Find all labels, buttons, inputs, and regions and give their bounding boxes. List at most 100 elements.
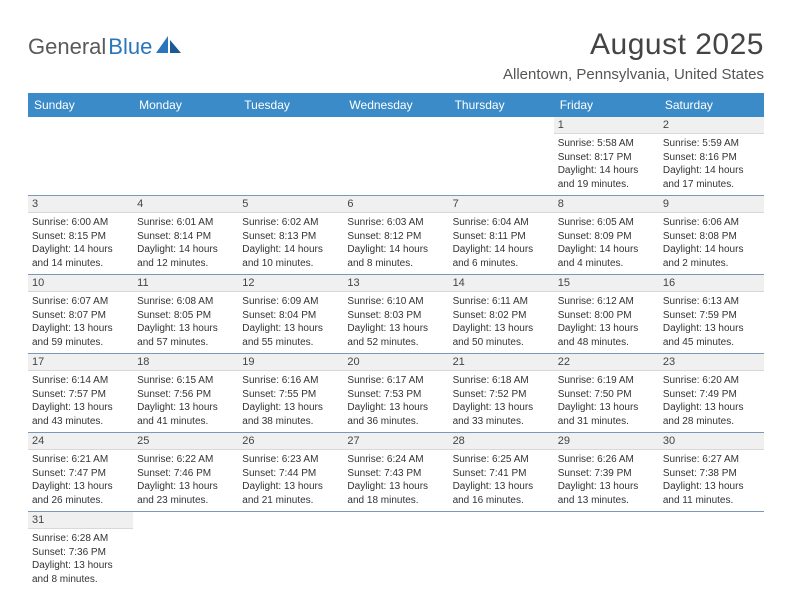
- sunrise-text: Sunrise: 6:04 AM: [453, 216, 550, 230]
- day-details: Sunrise: 6:03 AMSunset: 8:12 PMDaylight:…: [343, 213, 448, 274]
- sunset-text: Sunset: 7:56 PM: [137, 388, 234, 402]
- daylight-line-1: Daylight: 13 hours: [242, 322, 339, 336]
- day-number: 8: [554, 196, 659, 213]
- day-number: 11: [133, 275, 238, 292]
- day-details: Sunrise: 6:17 AMSunset: 7:53 PMDaylight:…: [343, 371, 448, 432]
- day-details: Sunrise: 6:10 AMSunset: 8:03 PMDaylight:…: [343, 292, 448, 353]
- day-header: Saturday: [659, 93, 764, 117]
- sunrise-text: Sunrise: 6:09 AM: [242, 295, 339, 309]
- sunset-text: Sunset: 7:47 PM: [32, 467, 129, 481]
- calendar-day-cell: 22Sunrise: 6:19 AMSunset: 7:50 PMDayligh…: [554, 354, 659, 433]
- calendar-week-row: 24Sunrise: 6:21 AMSunset: 7:47 PMDayligh…: [28, 433, 764, 512]
- daylight-line-2: and 45 minutes.: [663, 336, 760, 350]
- calendar-page: GeneralBlue August 2025 Allentown, Penns…: [0, 0, 792, 612]
- calendar-empty-cell: [449, 117, 554, 196]
- sunset-text: Sunset: 8:14 PM: [137, 230, 234, 244]
- calendar-empty-cell: [133, 117, 238, 196]
- daylight-line-2: and 11 minutes.: [663, 494, 760, 508]
- daylight-line-2: and 23 minutes.: [137, 494, 234, 508]
- day-number: 20: [343, 354, 448, 371]
- day-details: Sunrise: 6:22 AMSunset: 7:46 PMDaylight:…: [133, 450, 238, 511]
- daylight-line-2: and 4 minutes.: [558, 257, 655, 271]
- calendar-day-cell: 26Sunrise: 6:23 AMSunset: 7:44 PMDayligh…: [238, 433, 343, 512]
- calendar-table: SundayMondayTuesdayWednesdayThursdayFrid…: [28, 93, 764, 590]
- day-number: 15: [554, 275, 659, 292]
- calendar-week-row: 1Sunrise: 5:58 AMSunset: 8:17 PMDaylight…: [28, 117, 764, 196]
- daylight-line-2: and 13 minutes.: [558, 494, 655, 508]
- sunset-text: Sunset: 8:17 PM: [558, 151, 655, 165]
- sunset-text: Sunset: 8:08 PM: [663, 230, 760, 244]
- day-details: Sunrise: 6:23 AMSunset: 7:44 PMDaylight:…: [238, 450, 343, 511]
- daylight-line-1: Daylight: 13 hours: [453, 480, 550, 494]
- sunset-text: Sunset: 7:55 PM: [242, 388, 339, 402]
- day-details: Sunrise: 6:09 AMSunset: 8:04 PMDaylight:…: [238, 292, 343, 353]
- daylight-line-1: Daylight: 14 hours: [347, 243, 444, 257]
- sunset-text: Sunset: 7:39 PM: [558, 467, 655, 481]
- daylight-line-1: Daylight: 14 hours: [137, 243, 234, 257]
- sunrise-text: Sunrise: 6:19 AM: [558, 374, 655, 388]
- daylight-line-1: Daylight: 13 hours: [453, 401, 550, 415]
- sunrise-text: Sunrise: 6:07 AM: [32, 295, 129, 309]
- calendar-day-cell: 7Sunrise: 6:04 AMSunset: 8:11 PMDaylight…: [449, 196, 554, 275]
- day-header: Tuesday: [238, 93, 343, 117]
- day-header: Friday: [554, 93, 659, 117]
- day-header: Sunday: [28, 93, 133, 117]
- daylight-line-2: and 17 minutes.: [663, 178, 760, 192]
- daylight-line-2: and 28 minutes.: [663, 415, 760, 429]
- day-details: Sunrise: 6:19 AMSunset: 7:50 PMDaylight:…: [554, 371, 659, 432]
- sunrise-text: Sunrise: 6:18 AM: [453, 374, 550, 388]
- sunrise-text: Sunrise: 6:23 AM: [242, 453, 339, 467]
- calendar-day-cell: 23Sunrise: 6:20 AMSunset: 7:49 PMDayligh…: [659, 354, 764, 433]
- calendar-day-cell: 15Sunrise: 6:12 AMSunset: 8:00 PMDayligh…: [554, 275, 659, 354]
- day-details: Sunrise: 6:00 AMSunset: 8:15 PMDaylight:…: [28, 213, 133, 274]
- daylight-line-1: Daylight: 13 hours: [558, 322, 655, 336]
- calendar-day-cell: 16Sunrise: 6:13 AMSunset: 7:59 PMDayligh…: [659, 275, 764, 354]
- calendar-empty-cell: [343, 512, 448, 591]
- sunset-text: Sunset: 8:09 PM: [558, 230, 655, 244]
- day-number: 1: [554, 117, 659, 134]
- daylight-line-2: and 14 minutes.: [32, 257, 129, 271]
- sunset-text: Sunset: 8:03 PM: [347, 309, 444, 323]
- calendar-empty-cell: [449, 512, 554, 591]
- calendar-day-cell: 10Sunrise: 6:07 AMSunset: 8:07 PMDayligh…: [28, 275, 133, 354]
- daylight-line-2: and 38 minutes.: [242, 415, 339, 429]
- calendar-body: 1Sunrise: 5:58 AMSunset: 8:17 PMDaylight…: [28, 117, 764, 590]
- daylight-line-1: Daylight: 13 hours: [137, 480, 234, 494]
- daylight-line-2: and 31 minutes.: [558, 415, 655, 429]
- sunrise-text: Sunrise: 6:06 AM: [663, 216, 760, 230]
- calendar-day-cell: 30Sunrise: 6:27 AMSunset: 7:38 PMDayligh…: [659, 433, 764, 512]
- sunset-text: Sunset: 8:00 PM: [558, 309, 655, 323]
- day-number: 6: [343, 196, 448, 213]
- day-number: 13: [343, 275, 448, 292]
- daylight-line-1: Daylight: 13 hours: [347, 322, 444, 336]
- calendar-day-cell: 3Sunrise: 6:00 AMSunset: 8:15 PMDaylight…: [28, 196, 133, 275]
- brand-logo: GeneralBlue: [28, 34, 182, 60]
- daylight-line-2: and 48 minutes.: [558, 336, 655, 350]
- day-details: Sunrise: 6:08 AMSunset: 8:05 PMDaylight:…: [133, 292, 238, 353]
- calendar-empty-cell: [133, 512, 238, 591]
- sunset-text: Sunset: 8:07 PM: [32, 309, 129, 323]
- day-number: 4: [133, 196, 238, 213]
- day-header: Wednesday: [343, 93, 448, 117]
- sunset-text: Sunset: 7:38 PM: [663, 467, 760, 481]
- daylight-line-1: Daylight: 13 hours: [137, 401, 234, 415]
- sunset-text: Sunset: 8:04 PM: [242, 309, 339, 323]
- day-details: Sunrise: 6:01 AMSunset: 8:14 PMDaylight:…: [133, 213, 238, 274]
- day-details: Sunrise: 5:58 AMSunset: 8:17 PMDaylight:…: [554, 134, 659, 195]
- day-details: Sunrise: 6:06 AMSunset: 8:08 PMDaylight:…: [659, 213, 764, 274]
- calendar-header-row: SundayMondayTuesdayWednesdayThursdayFrid…: [28, 93, 764, 117]
- day-details: Sunrise: 6:05 AMSunset: 8:09 PMDaylight:…: [554, 213, 659, 274]
- daylight-line-1: Daylight: 13 hours: [242, 480, 339, 494]
- daylight-line-1: Daylight: 13 hours: [137, 322, 234, 336]
- daylight-line-1: Daylight: 14 hours: [663, 164, 760, 178]
- daylight-line-1: Daylight: 13 hours: [32, 401, 129, 415]
- daylight-line-2: and 8 minutes.: [347, 257, 444, 271]
- sunset-text: Sunset: 8:05 PM: [137, 309, 234, 323]
- sunrise-text: Sunrise: 6:24 AM: [347, 453, 444, 467]
- day-details: Sunrise: 6:18 AMSunset: 7:52 PMDaylight:…: [449, 371, 554, 432]
- sunrise-text: Sunrise: 6:22 AM: [137, 453, 234, 467]
- daylight-line-1: Daylight: 14 hours: [558, 243, 655, 257]
- calendar-day-cell: 31Sunrise: 6:28 AMSunset: 7:36 PMDayligh…: [28, 512, 133, 591]
- sunset-text: Sunset: 8:16 PM: [663, 151, 760, 165]
- daylight-line-2: and 36 minutes.: [347, 415, 444, 429]
